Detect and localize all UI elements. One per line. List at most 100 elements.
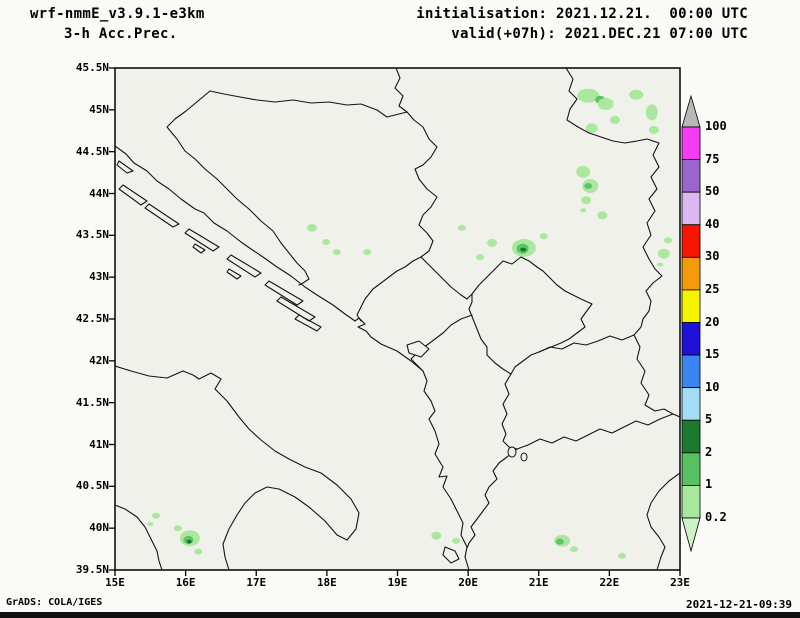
border-serbia-west-drina-chain [356,68,438,322]
precip-cell [476,254,485,261]
precip-cell [570,546,579,553]
precip-cell [363,249,372,256]
precip-cell [576,165,591,178]
bottom-border [0,612,800,618]
lat-tick-label: 42.5N [75,312,109,325]
colorbar [681,94,701,553]
colorbar-arrow-top [681,94,701,128]
lon-tick-label: 18E [316,576,337,589]
colorbar-segment [681,256,701,291]
precip-cell [152,512,160,519]
precip-cell [577,88,600,103]
precip-cell [648,125,659,134]
lon-tick-label: 16E [175,576,196,589]
lake-skadar [406,340,430,358]
border-montenegro-serbia [420,256,473,300]
precip-cell [452,537,461,544]
axis-ticks [109,67,681,576]
border-albania-greece [466,448,518,549]
border-montenegro-albania [410,314,473,372]
colorbar-level-label: 2 [705,444,713,459]
model-title: wrf-nmmE_v3.9.1-e3km [30,6,205,22]
precip-cell [520,247,527,252]
grads-credit: GrADS: COLA/IGES [6,597,103,608]
precip-cell [585,123,598,134]
map-frame [114,67,681,571]
lat-tick-label: 45N [89,102,109,116]
precip-cell [555,538,564,545]
colorbar-level-label: 20 [705,314,720,329]
precip-cell [581,196,592,205]
lon-tick-label: 23E [670,576,690,589]
colorbar-segment [681,354,701,389]
colorbar-segment [681,159,701,193]
precip-cell [584,183,593,189]
init-time-label: initialisation: 2021.12.21. 00:00 UTC [416,6,748,22]
precip-cell [597,211,608,220]
lat-tick-label: 42N [89,353,109,367]
precip-cell [322,239,331,245]
colorbar-level-label: 30 [705,249,720,264]
colorbar-level-label: 15 [705,347,720,362]
lat-tick-label: 40.5N [75,479,109,493]
precip-cell [657,248,670,259]
colorbar-segment [681,191,701,226]
colorbar-level-label: 0.2 [705,510,727,524]
colorbar-level-label: 5 [705,412,713,427]
islands-dalmatia [116,160,322,332]
lake-prespa [520,452,528,462]
lat-tick-label: 40N [89,521,109,535]
map-borders [115,68,680,570]
precip-cell [173,525,182,532]
creation-timestamp: 2021-12-21-09:39 [686,598,792,611]
lon-tick-label: 21E [528,576,549,589]
precip-cell [664,237,672,244]
lat-tick-label: 45.5N [75,61,109,74]
precip-cell [194,548,203,555]
colorbar-level-label: 25 [705,281,720,296]
colorbar-segment [681,322,701,356]
precip-cell [610,115,620,124]
colorbar-segment [681,387,701,421]
lat-tick-label: 44.5N [75,144,109,158]
product-title: 3-h Acc.Prec. [64,26,178,42]
lat-tick-label: 44N [89,186,109,200]
precip-cell [186,539,192,544]
border-albania-macedonia [501,373,518,450]
lat-tick-label: 41.5N [75,395,109,409]
precipitation-layer [147,88,672,559]
precip-cell [597,98,614,110]
border-serbia-romania-bulgaria [565,68,680,418]
colorbar-segment [681,485,701,519]
valid-time-label: valid(+07h): 2021.DEC.21 07:00 UTC [451,26,748,42]
lon-tick-label: 15E [105,576,125,589]
coastline-adriatic-east [115,145,470,570]
lat-tick-label: 43N [89,270,109,284]
precip-cell [629,89,644,100]
colorbar-arrow-bottom [681,517,701,553]
precip-cell [618,552,627,559]
colorbar-level-label: 100 [705,119,727,133]
border-macedonia-greece [516,413,674,450]
lon-tick-label: 20E [458,576,479,589]
colorbar-level-label: 40 [705,216,720,231]
precip-cell [539,233,548,240]
colorbar-level-label: 1 [705,477,713,492]
border-croatia-bosnia [166,90,310,286]
colorbar-level-label: 75 [705,151,720,166]
border-sava-north-bosnia [209,90,408,118]
lake-ohrid [507,446,517,458]
colorbar-segment [681,452,701,486]
colorbar-level-label: 50 [705,184,720,199]
colorbar-level-label: 10 [705,379,720,394]
colorbar-segment [681,419,701,454]
lon-tick-label: 17E [246,576,267,589]
precip-cell [147,522,154,526]
coastline-italy-adriatic [115,365,360,570]
precip-cell [657,262,664,267]
precip-cell [431,531,442,540]
border-kosovo [468,256,593,375]
precip-cell [332,249,341,256]
colorbar-segment [681,224,701,258]
